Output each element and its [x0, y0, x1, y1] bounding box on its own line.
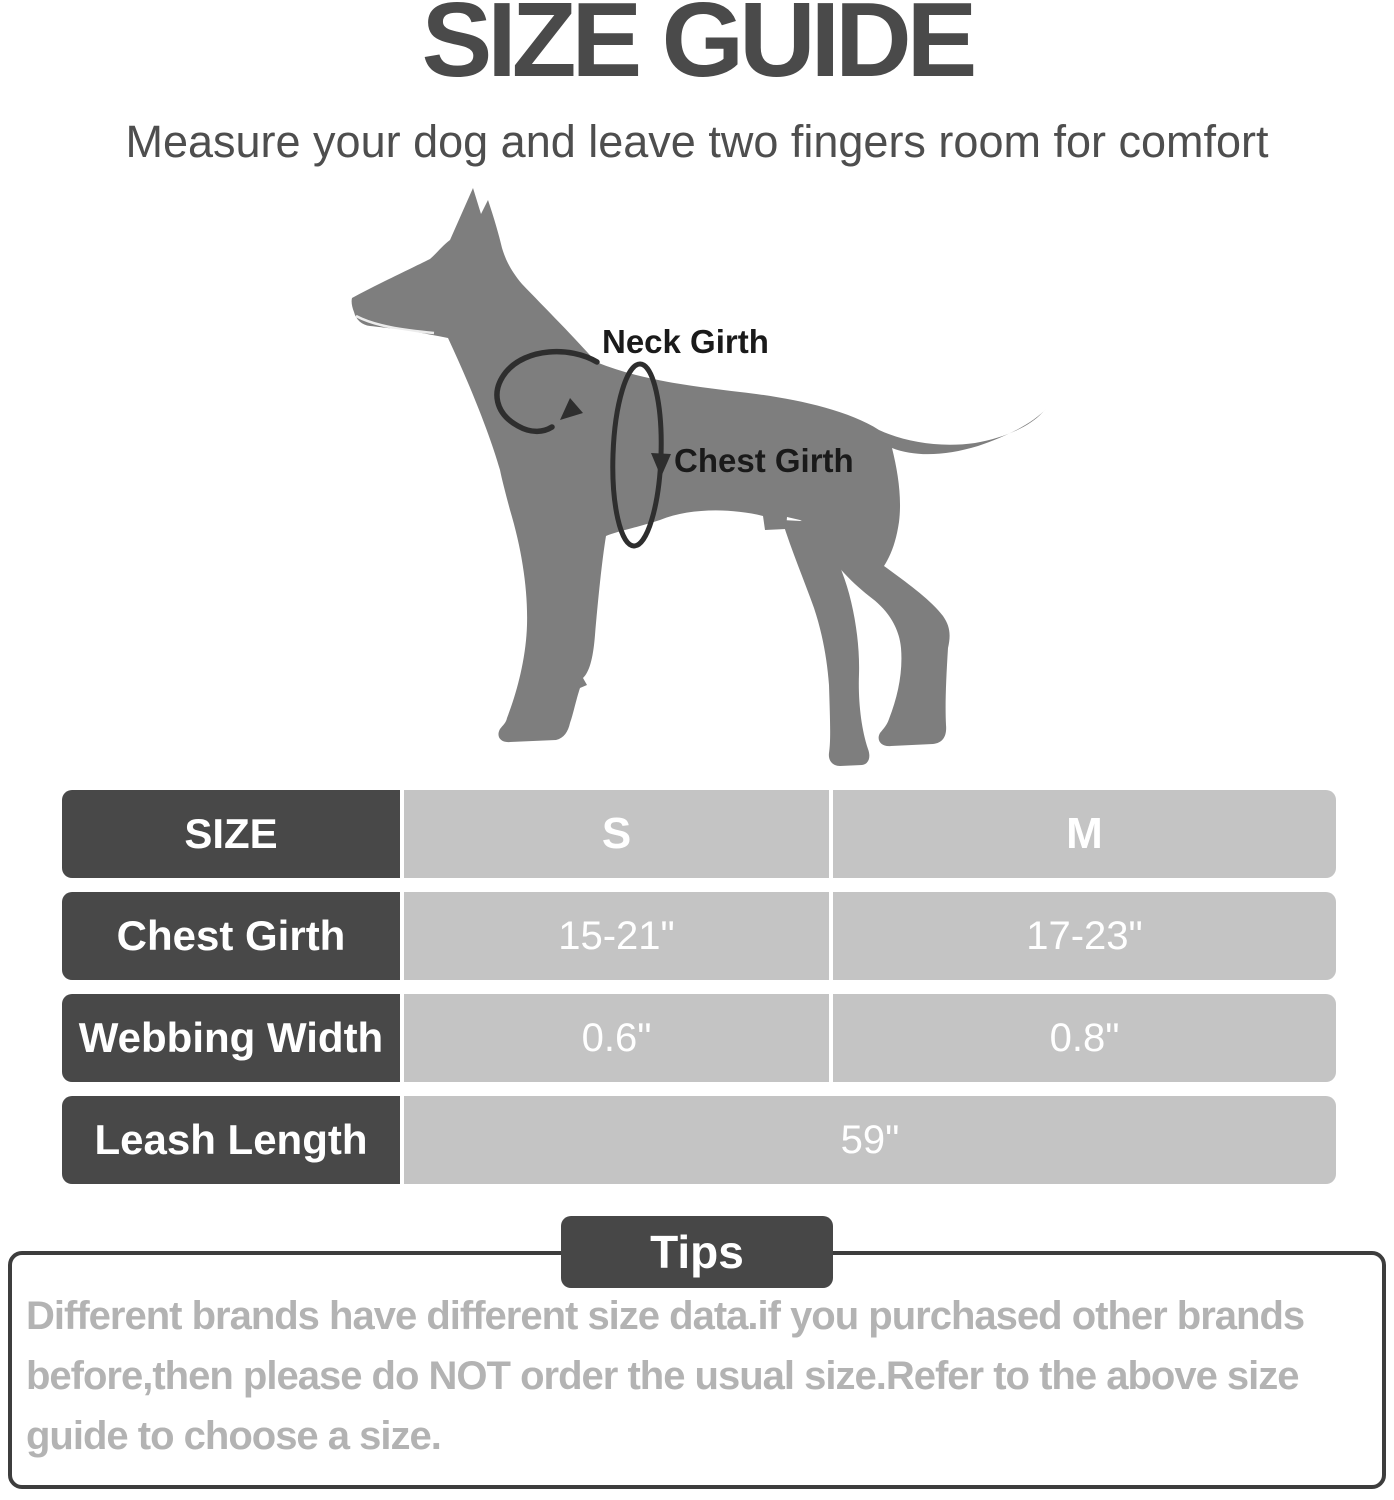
dog-silhouette-graphic: [351, 188, 1048, 766]
value-cell-m: 17-23": [833, 892, 1336, 980]
dog-measurement-diagram: Neck Girth Chest Girth: [330, 180, 1070, 780]
page-title: SIZE GUIDE: [421, 0, 978, 99]
header-size-m-cell: M: [833, 790, 1336, 878]
chest-girth-arrowhead: [651, 453, 671, 477]
row-label-cell: Chest Girth: [62, 892, 400, 980]
dog-mouth-line: [355, 314, 435, 335]
table-row-leash-length: Leash Length 59": [62, 1096, 1336, 1184]
size-table: SIZE S M Chest Girth 15-21" 17-23" Webbi…: [62, 790, 1336, 1198]
table-header-row: SIZE S M: [62, 790, 1336, 878]
table-row-webbing-width: Webbing Width 0.6" 0.8": [62, 994, 1336, 1082]
dog-far-hind-leg: [782, 520, 870, 766]
value-cell-s: 15-21": [404, 892, 829, 980]
value-cell-span: 59": [404, 1096, 1336, 1184]
dog-silhouette: [351, 188, 1048, 747]
header-label-cell: SIZE: [62, 790, 400, 878]
tips-text: Different brands have different size dat…: [26, 1294, 1305, 1458]
chest-girth-label: Chest Girth: [674, 442, 854, 479]
table-row-chest-girth: Chest Girth 15-21" 17-23": [62, 892, 1336, 980]
neck-girth-arrowhead: [560, 398, 583, 420]
value-cell-m: 0.8": [833, 994, 1336, 1082]
neck-girth-label: Neck Girth: [602, 323, 769, 360]
neck-girth-arc: [494, 348, 600, 435]
row-label-cell: Webbing Width: [62, 994, 400, 1082]
row-label-cell: Leash Length: [62, 1096, 400, 1184]
header-size-s-cell: S: [404, 790, 829, 878]
page-subtitle: Measure your dog and leave two fingers r…: [125, 116, 1269, 167]
tips-badge: Tips: [561, 1216, 833, 1288]
value-cell-s: 0.6": [404, 994, 829, 1082]
